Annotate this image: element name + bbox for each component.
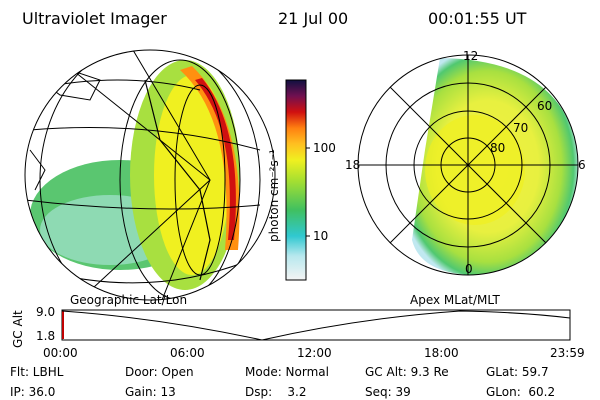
altitude-frame [61,309,571,341]
altitude-curve [61,310,571,341]
altitude-ytick: 9.0 [36,305,55,319]
geo-image [25,50,261,300]
colorbar-label: photon cm⁻²s⁻¹ [267,149,281,242]
mlt-label: 18 [345,158,360,172]
time: 00:01:55 UT [428,9,527,28]
info-field: Gain: 13 [125,385,176,399]
altitude-xtick: 12:00 [297,346,332,360]
right-caption: Apex MLat/MLT [410,293,500,307]
info-panel: Flt: LBHL Door: Open Mode: Normal GC Alt: 9… [10,365,555,399]
info-field: GLon: 60.2 [486,385,555,399]
lat-label: 70 [513,121,528,135]
altitude-xtick: 06:00 [170,346,205,360]
colorbar-tick-label: 10 [313,229,328,243]
altitude-xtick: 23:59 [550,346,585,360]
title: Ultraviolet Imager [22,9,167,28]
info-field: Flt: LBHL [10,365,64,379]
altitude-xtick: 00:00 [43,346,78,360]
altitude-xtick: 18:00 [424,346,459,360]
lat-label: 60 [537,99,552,113]
info-field: GLat: 59.7 [486,365,549,379]
altitude-ylabel: GC Alt [11,310,25,348]
globe-outline [24,49,276,301]
mlt-label: 0 [465,262,473,276]
colorbar-tick-label: 100 [313,141,336,155]
polar-grid [357,54,579,276]
info-field: Door: Open [125,365,194,379]
colorbar [285,79,307,281]
date: 21 Jul 00 [278,9,348,28]
info-field: Dsp: 3.2 [245,385,307,399]
info-field: IP: 36.0 [10,385,55,399]
lat-label: 80 [490,141,505,155]
info-field: Seq: 39 [365,385,411,399]
mlt-label: 12 [463,49,478,63]
left-caption: Geographic Lat/Lon [70,293,187,307]
altitude-ytick: 1.8 [36,329,55,343]
info-field: Mode: Normal [245,365,329,379]
mlt-label: 6 [578,158,586,172]
info-field: GC Alt: 9.3 Re [365,365,449,379]
